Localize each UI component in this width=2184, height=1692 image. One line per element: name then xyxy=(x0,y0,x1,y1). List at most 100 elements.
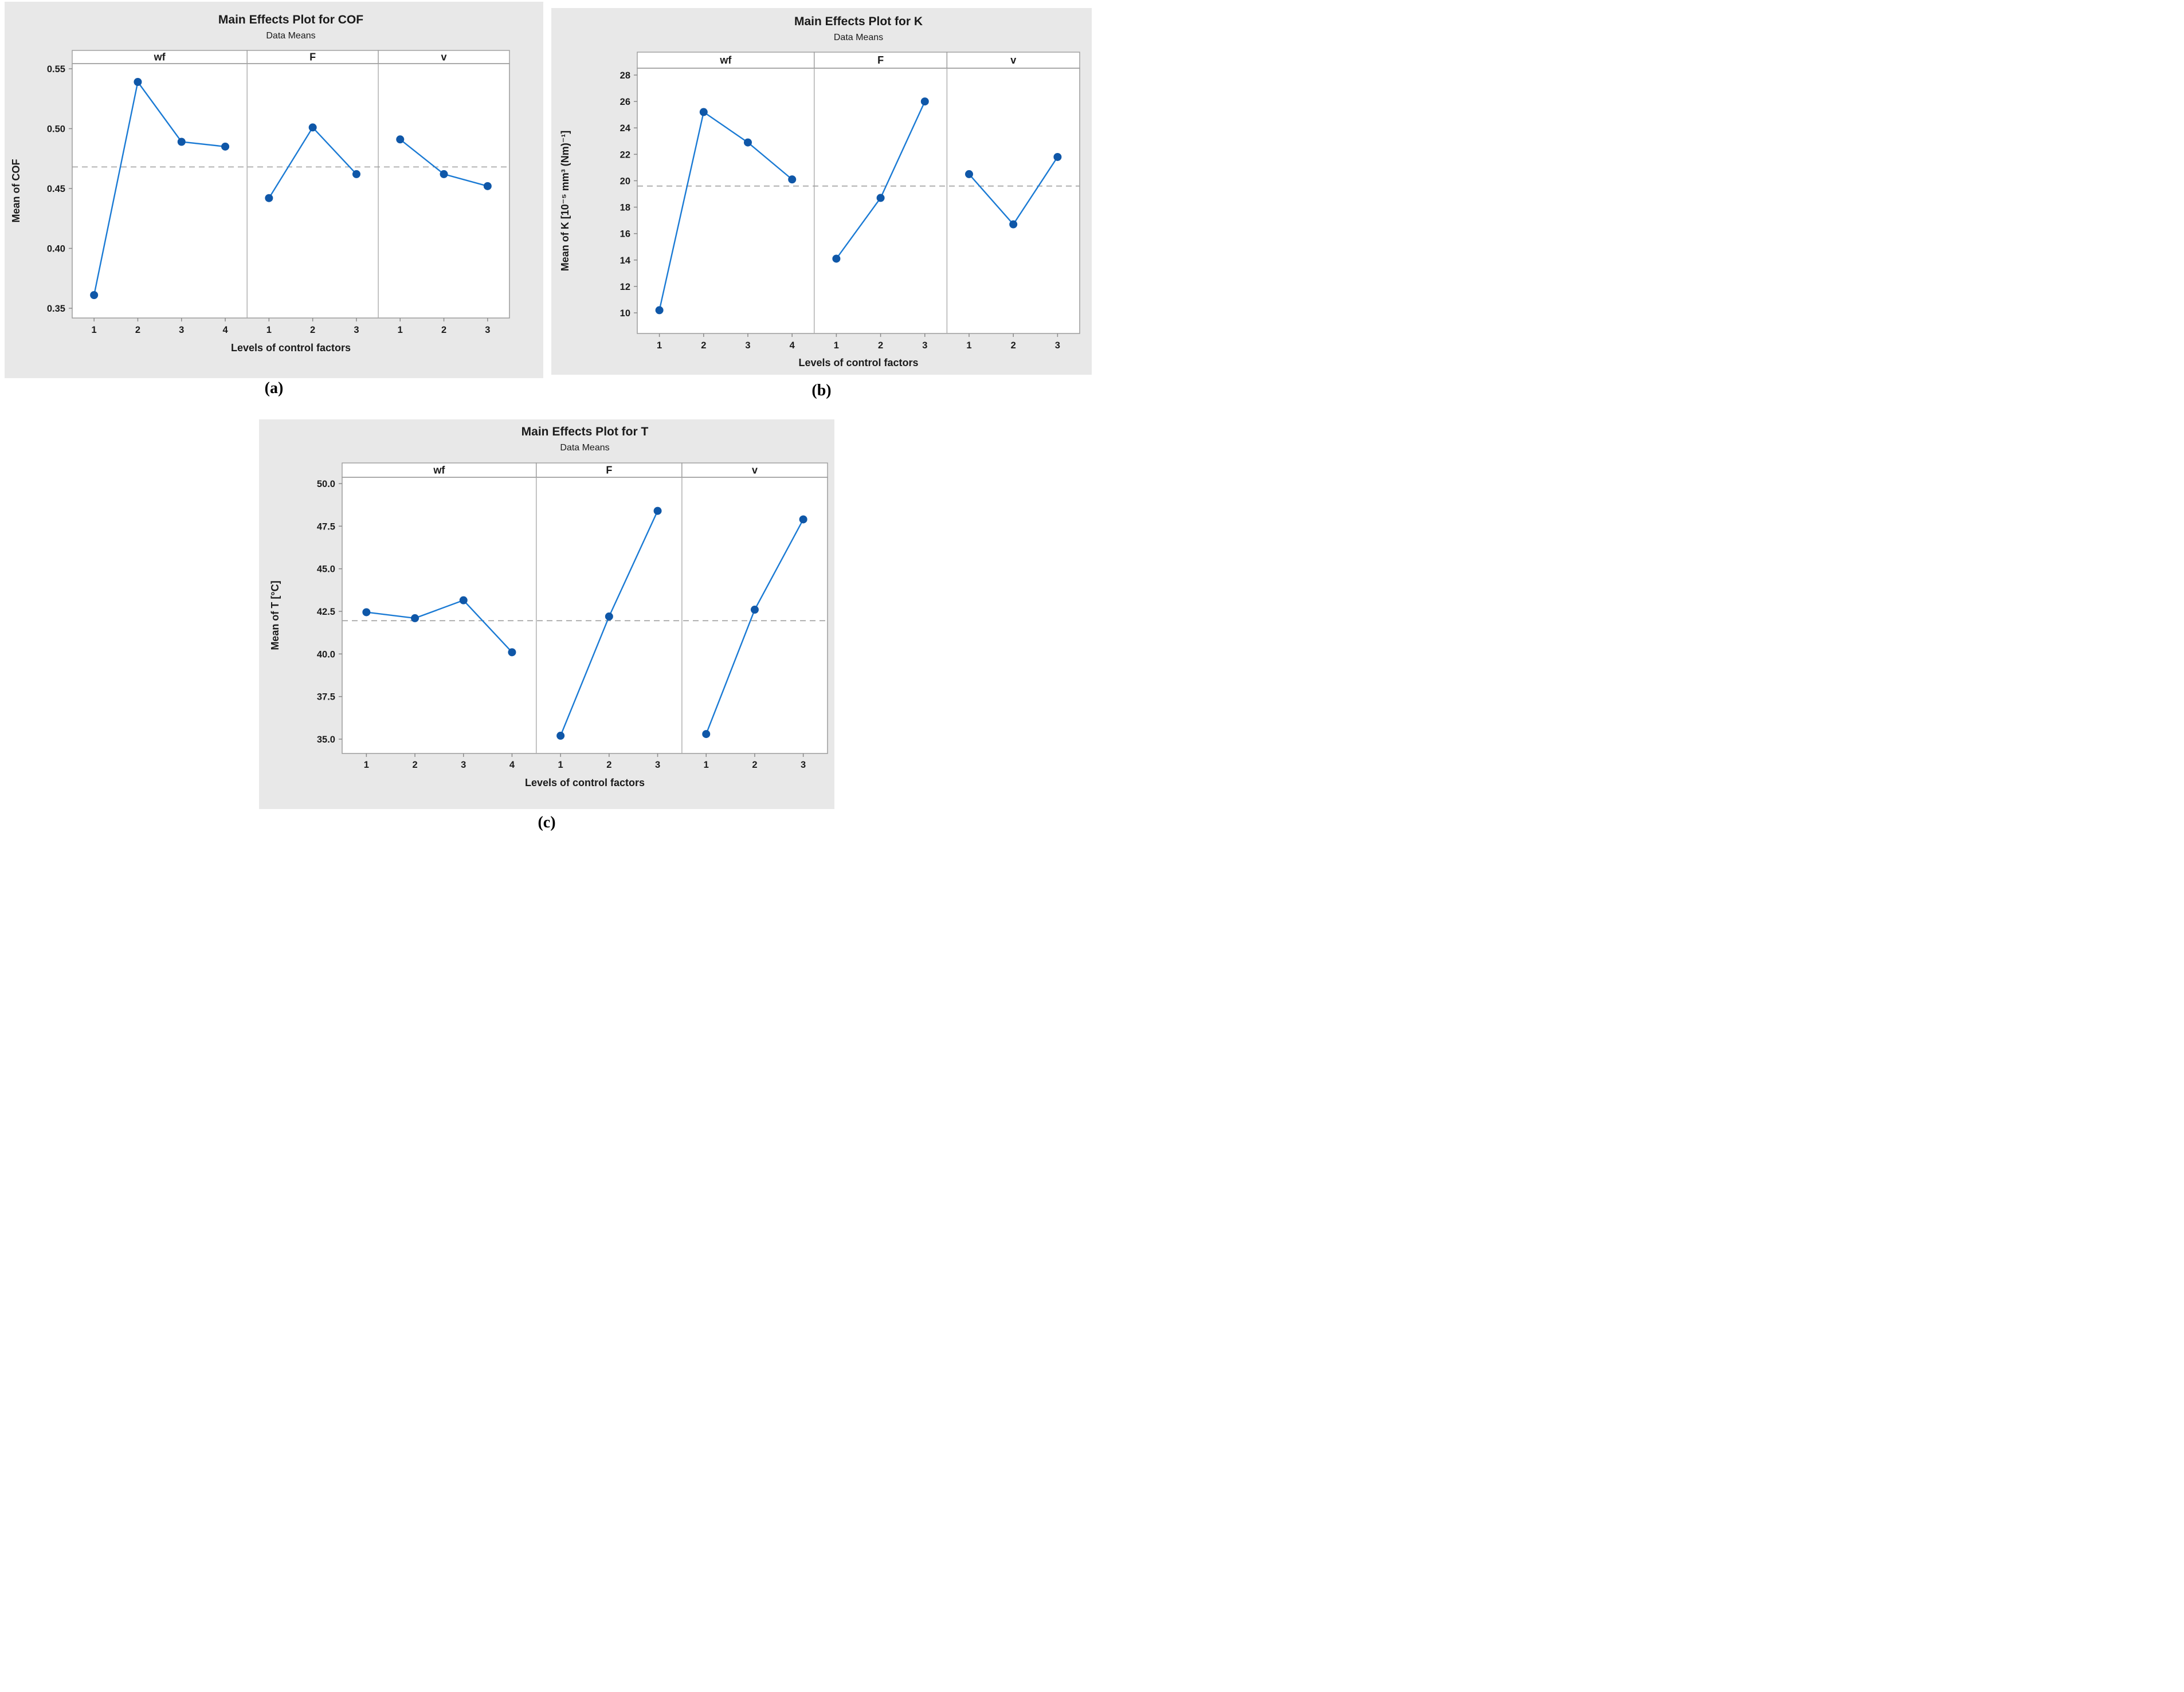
y-axis-label: Mean of COF xyxy=(10,159,22,222)
x-tick-label: 2 xyxy=(606,760,611,770)
data-point xyxy=(177,138,186,146)
x-axis-label: Levels of control factors xyxy=(525,777,645,788)
chart-title: Main Effects Plot for T xyxy=(522,425,649,438)
data-point xyxy=(788,175,797,184)
panel-header-label: F xyxy=(606,465,612,476)
data-point xyxy=(832,254,841,263)
data-point xyxy=(655,306,664,315)
x-tick-label: 4 xyxy=(222,325,228,335)
data-point xyxy=(876,194,885,202)
caption-c: (c) xyxy=(538,814,556,831)
chart-title: Main Effects Plot for K xyxy=(794,15,923,28)
x-tick-label: 2 xyxy=(878,340,883,351)
panel-header-label: v xyxy=(1010,54,1016,66)
x-tick-label: 3 xyxy=(922,340,927,351)
x-tick-label: 1 xyxy=(364,760,369,770)
panel-header-label: v xyxy=(441,52,447,63)
caption-b: (b) xyxy=(811,382,832,399)
plot-border xyxy=(342,477,828,754)
data-point xyxy=(396,135,405,144)
data-point xyxy=(699,108,708,116)
y-tick-label: 12 xyxy=(620,282,630,292)
x-tick-label: 3 xyxy=(485,325,490,335)
y-tick-label: 0.55 xyxy=(47,64,65,74)
plot-area xyxy=(637,68,1080,333)
panel-header-label: F xyxy=(309,52,316,63)
data-point xyxy=(483,182,492,190)
x-tick-label: 1 xyxy=(704,760,709,770)
x-tick-label: 2 xyxy=(135,325,140,335)
y-tick-label: 45.0 xyxy=(317,564,335,575)
x-tick-label: 3 xyxy=(655,760,660,770)
caption-a: (a) xyxy=(264,379,284,397)
data-point xyxy=(411,614,419,622)
plot-area xyxy=(72,64,509,318)
chart-title: Main Effects Plot for COF xyxy=(218,13,363,26)
data-point xyxy=(90,291,99,300)
x-tick-label: 2 xyxy=(310,325,315,335)
series-line xyxy=(366,599,513,653)
data-point xyxy=(653,507,662,515)
y-tick-label: 16 xyxy=(620,229,630,240)
x-tick-label: 2 xyxy=(752,760,757,770)
x-tick-label: 2 xyxy=(701,340,706,351)
panel-header-label: wf xyxy=(433,465,445,476)
x-tick-label: 3 xyxy=(1055,340,1060,351)
data-point xyxy=(352,170,360,178)
y-tick-label: 0.35 xyxy=(47,304,65,314)
data-point xyxy=(556,732,565,740)
x-tick-label: 1 xyxy=(92,325,97,335)
x-tick-label: 1 xyxy=(657,340,662,351)
series-line xyxy=(93,80,226,296)
x-tick-label: 3 xyxy=(179,325,184,335)
x-tick-label: 2 xyxy=(412,760,417,770)
panel-header-label: wf xyxy=(154,52,166,63)
chart-subtitle: Data Means xyxy=(560,443,609,453)
x-tick-label: 3 xyxy=(461,760,466,770)
data-point xyxy=(799,515,807,524)
x-tick-label: 4 xyxy=(790,340,795,351)
data-point xyxy=(605,612,613,621)
data-point xyxy=(265,194,273,202)
y-tick-label: 50.0 xyxy=(317,479,335,489)
x-tick-label: 1 xyxy=(398,325,403,335)
y-tick-label: 35.0 xyxy=(317,735,335,745)
x-axis-label: Levels of control factors xyxy=(798,357,918,368)
y-tick-label: 14 xyxy=(620,256,631,266)
x-axis-label: Levels of control factors xyxy=(231,342,351,354)
x-tick-label: 3 xyxy=(745,340,750,351)
y-tick-label: 26 xyxy=(620,97,630,107)
data-point xyxy=(920,97,929,106)
panel-header xyxy=(536,462,683,478)
y-tick-label: 28 xyxy=(620,70,630,81)
plot-border xyxy=(72,63,510,319)
plot-border xyxy=(637,68,1080,334)
y-tick-label: 0.40 xyxy=(47,244,65,254)
y-axis-label: Mean of K [10⁻⁵ mm³ (Nm)⁻¹] xyxy=(559,131,571,271)
data-point xyxy=(965,170,973,178)
panel-header xyxy=(946,52,1080,69)
data-point xyxy=(508,648,516,657)
data-point xyxy=(744,138,752,147)
y-tick-label: 18 xyxy=(620,203,630,213)
data-point xyxy=(134,77,142,86)
y-axis-label: Mean of T [°C] xyxy=(269,580,281,650)
x-tick-label: 1 xyxy=(834,340,839,351)
y-tick-label: 10 xyxy=(620,308,630,319)
data-point xyxy=(702,730,711,739)
series-line xyxy=(658,111,793,311)
data-point xyxy=(1053,152,1062,161)
data-point xyxy=(750,606,759,614)
y-tick-label: 40.0 xyxy=(317,649,335,659)
y-tick-label: 47.5 xyxy=(317,521,335,532)
x-tick-label: 2 xyxy=(1011,340,1016,351)
x-tick-label: 4 xyxy=(509,760,515,770)
x-tick-label: 2 xyxy=(441,325,446,335)
